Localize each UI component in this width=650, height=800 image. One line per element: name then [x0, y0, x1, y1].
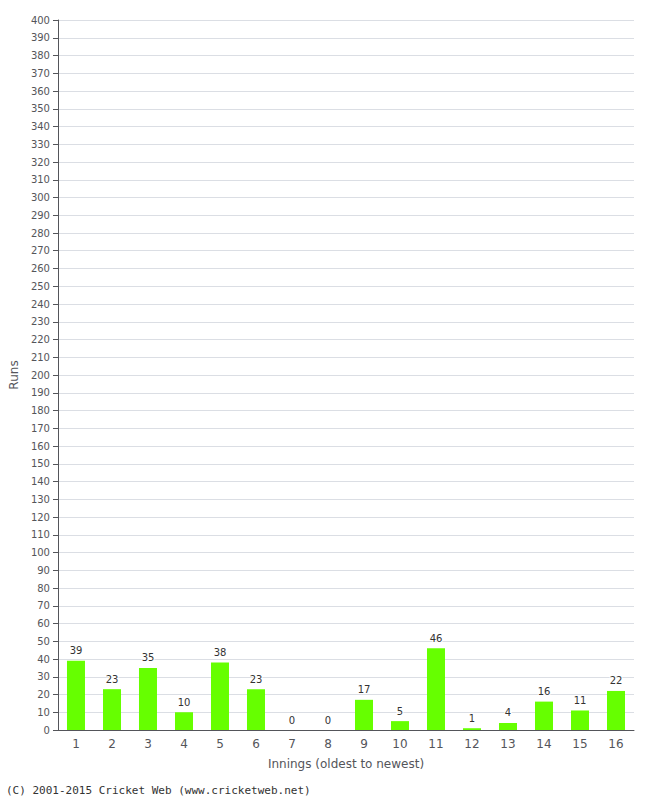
svg-text:120: 120: [31, 512, 50, 523]
svg-text:60: 60: [37, 618, 50, 629]
svg-text:320: 320: [31, 157, 50, 168]
svg-text:370: 370: [31, 68, 50, 79]
svg-text:6: 6: [252, 737, 260, 751]
svg-text:230: 230: [31, 316, 50, 327]
svg-text:1: 1: [469, 713, 475, 724]
svg-text:400: 400: [31, 15, 50, 26]
svg-text:Runs: Runs: [7, 360, 21, 389]
svg-text:16: 16: [538, 686, 551, 697]
svg-text:90: 90: [37, 565, 50, 576]
svg-text:70: 70: [37, 600, 50, 611]
svg-text:330: 330: [31, 139, 50, 150]
svg-text:5: 5: [397, 706, 403, 717]
svg-text:10: 10: [37, 707, 50, 718]
svg-text:100: 100: [31, 547, 50, 558]
svg-text:180: 180: [31, 405, 50, 416]
svg-text:20: 20: [37, 689, 50, 700]
svg-text:220: 220: [31, 334, 50, 345]
svg-text:(C) 2001-2015 Cricket Web (www: (C) 2001-2015 Cricket Web (www.cricketwe…: [6, 784, 311, 797]
svg-text:50: 50: [37, 636, 50, 647]
svg-text:240: 240: [31, 299, 50, 310]
svg-text:2: 2: [108, 737, 116, 751]
svg-text:4: 4: [505, 707, 511, 718]
svg-text:390: 390: [31, 32, 50, 43]
svg-text:140: 140: [31, 476, 50, 487]
svg-text:290: 290: [31, 210, 50, 221]
svg-text:11: 11: [428, 737, 443, 751]
svg-text:15: 15: [572, 737, 587, 751]
svg-text:380: 380: [31, 50, 50, 61]
svg-text:260: 260: [31, 263, 50, 274]
svg-text:40: 40: [37, 654, 50, 665]
svg-text:13: 13: [500, 737, 515, 751]
svg-text:11: 11: [574, 695, 587, 706]
svg-text:0: 0: [289, 715, 295, 726]
svg-text:14: 14: [536, 737, 551, 751]
svg-text:340: 340: [31, 121, 50, 132]
svg-text:190: 190: [31, 387, 50, 398]
svg-text:38: 38: [214, 647, 227, 658]
svg-text:10: 10: [178, 697, 191, 708]
svg-text:360: 360: [31, 86, 50, 97]
svg-text:0: 0: [44, 725, 50, 736]
svg-text:110: 110: [31, 529, 50, 540]
svg-text:7: 7: [288, 737, 296, 751]
svg-text:160: 160: [31, 441, 50, 452]
svg-text:210: 210: [31, 352, 50, 363]
svg-text:22: 22: [610, 675, 623, 686]
svg-text:23: 23: [106, 674, 119, 685]
svg-text:8: 8: [324, 737, 332, 751]
svg-text:130: 130: [31, 494, 50, 505]
svg-text:250: 250: [31, 281, 50, 292]
svg-text:80: 80: [37, 583, 50, 594]
svg-text:46: 46: [430, 633, 443, 644]
svg-text:150: 150: [31, 458, 50, 469]
svg-text:3: 3: [144, 737, 152, 751]
svg-text:10: 10: [392, 737, 407, 751]
svg-text:23: 23: [250, 674, 263, 685]
svg-text:200: 200: [31, 370, 50, 381]
svg-text:35: 35: [142, 652, 155, 663]
svg-text:5: 5: [216, 737, 224, 751]
svg-text:39: 39: [70, 645, 83, 656]
svg-text:300: 300: [31, 192, 50, 203]
svg-text:270: 270: [31, 245, 50, 256]
svg-text:Innings (oldest to newest): Innings (oldest to newest): [268, 757, 424, 771]
svg-text:280: 280: [31, 228, 50, 239]
svg-text:16: 16: [608, 737, 623, 751]
svg-text:170: 170: [31, 423, 50, 434]
svg-text:310: 310: [31, 174, 50, 185]
svg-text:12: 12: [464, 737, 479, 751]
svg-text:4: 4: [180, 737, 188, 751]
svg-text:350: 350: [31, 103, 50, 114]
svg-text:1: 1: [72, 737, 80, 751]
svg-text:9: 9: [360, 737, 368, 751]
svg-text:17: 17: [358, 684, 371, 695]
svg-text:0: 0: [325, 715, 331, 726]
svg-text:30: 30: [37, 671, 50, 682]
